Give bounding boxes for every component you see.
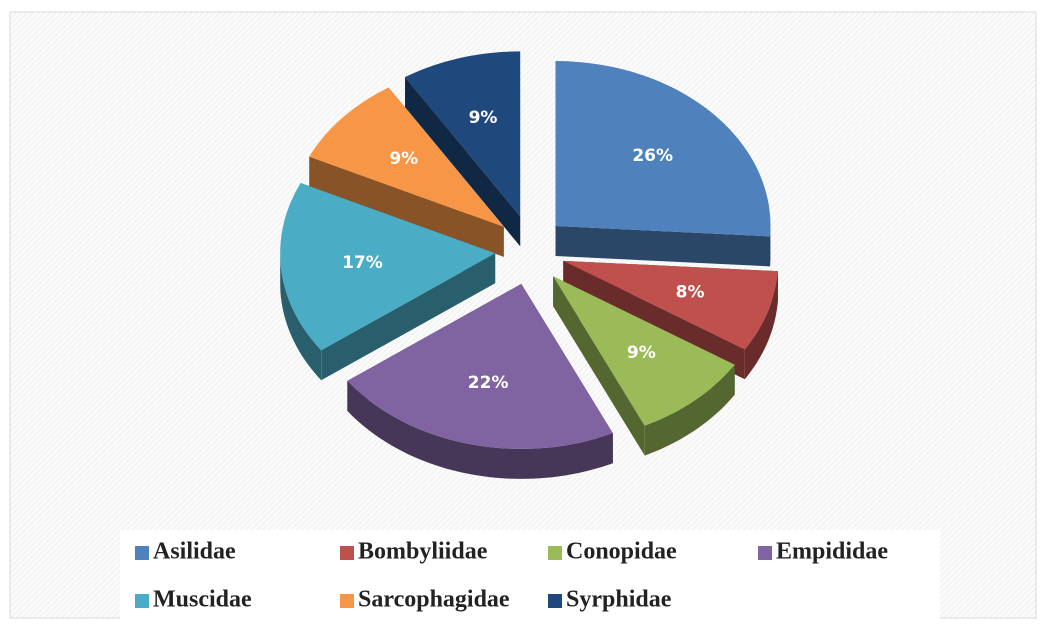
slice [563,260,778,350]
slice-wall [309,156,504,257]
slice [553,276,735,426]
slice-band [280,253,322,381]
slice-side [405,77,521,247]
data-label: 22% [468,373,509,393]
legend-label: Empididae [776,539,888,565]
legend-swatch [758,546,772,560]
data-label: 9% [627,343,656,363]
data-label: 9% [389,149,418,169]
slice-wall [405,77,521,247]
legend-swatch [340,594,354,608]
legend-label: Bombyliidae [358,539,488,565]
legend-label: Asilidae [153,539,236,565]
slice [280,183,496,351]
slice-band [644,364,735,456]
data-label: 26% [632,146,673,166]
slice [347,283,613,449]
slice [309,87,504,227]
data-label: 17% [342,253,383,273]
slice-tops: 26% 8% 9% 22% 17% 9% 9% [280,51,778,449]
legend-swatch [548,546,562,560]
data-label: 8% [676,282,705,302]
data-label: 9% [469,108,498,128]
legend-label: Conopidae [566,539,677,565]
legend-swatch [135,594,149,608]
legend-label: Sarcophagidae [358,587,510,613]
slice-band [347,380,613,479]
legend-label: Syrphidae [566,587,672,613]
slice-band [744,271,778,380]
slice [555,61,771,237]
legend-box [120,530,940,622]
legend-swatch [135,546,149,560]
legend-swatch [548,594,562,608]
slice-wall [553,276,645,456]
slice-wall [555,226,771,267]
legend-swatch [340,546,354,560]
legend-label: Muscidae [153,587,252,613]
slice-side [555,226,771,267]
slice [405,51,521,217]
legend: Asilidae Bombyliidae Conopidae Empididae Mus… [135,539,888,613]
slice-wall [321,253,496,381]
